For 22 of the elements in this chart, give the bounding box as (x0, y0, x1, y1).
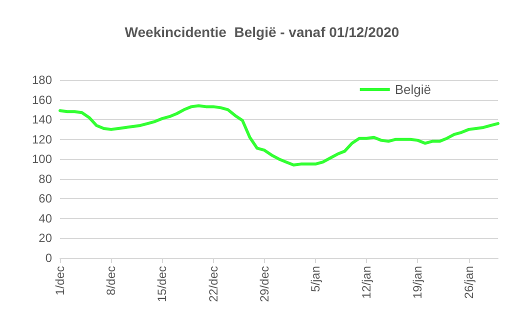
x-tick-label: 22/dec (206, 266, 220, 302)
x-tick-label: 5/jan (308, 266, 322, 292)
x-tick-label: 8/dec (104, 266, 118, 296)
chart-title: Weekincidentie België - vanaf 01/12/2020 (124, 24, 400, 40)
y-tick-label: 0 (45, 251, 52, 265)
y-tick-label: 20 (38, 231, 52, 246)
y-tick-label: 180 (32, 73, 52, 87)
y-tick-label: 120 (32, 132, 52, 146)
line-series (58, 104, 500, 167)
x-tick-label: 1/dec (53, 266, 67, 296)
x-tick-label: 29/dec (257, 266, 272, 302)
y-tick-label: 160 (32, 92, 52, 107)
x-tick-label: 15/dec (155, 266, 170, 302)
y-tick-label: 40 (38, 211, 52, 226)
x-tick-label: 26/jan (462, 266, 476, 299)
y-tick-label: 80 (38, 172, 52, 186)
x-tick-label: 19/jan (410, 266, 425, 299)
y-tick-label: 100 (32, 152, 52, 166)
y-tick-label: 60 (38, 192, 52, 206)
y-tick-label: 140 (32, 112, 52, 127)
legend-label: België (394, 82, 432, 97)
x-tick-label: 12/jan (360, 266, 374, 299)
